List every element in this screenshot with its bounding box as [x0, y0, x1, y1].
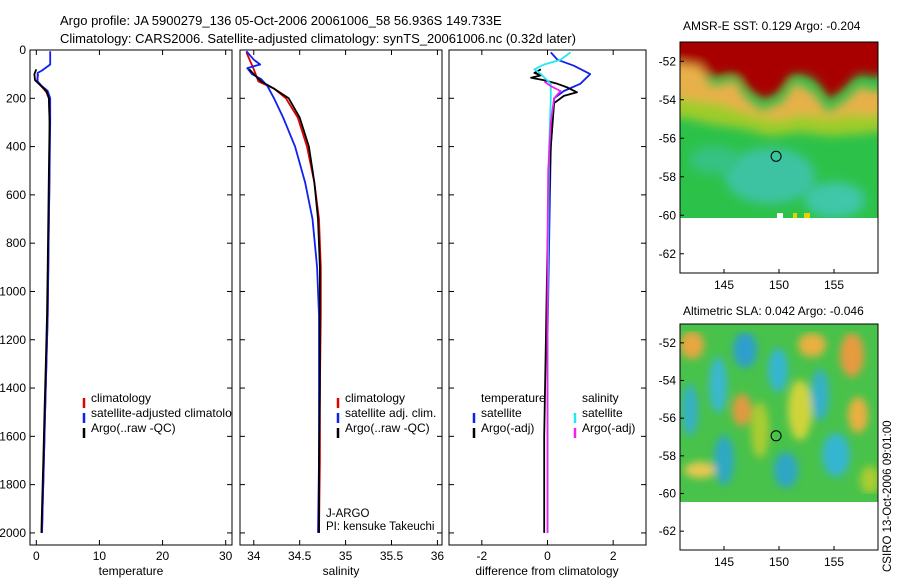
- salinity-xlabel: salinity: [323, 564, 360, 578]
- difference-xlabel: difference from climatology: [475, 564, 618, 578]
- map-y-tick-label: -58: [659, 170, 677, 184]
- y-tick-label: 600: [6, 188, 26, 202]
- sla-field: [680, 324, 878, 502]
- map-y-tick-label: -56: [659, 131, 677, 145]
- difference-panel: -2 0 2 difference from climatology tempera…: [448, 49, 647, 578]
- map-y-tick-label: -54: [659, 374, 677, 388]
- credit-pi: PI: kensuke Takeuchi: [326, 521, 434, 533]
- difference-legend: temperature satellite Argo(-adj) salinit…: [472, 391, 635, 438]
- legend-heading-salinity: salinity: [582, 391, 619, 405]
- y-tick-label: 1600: [0, 429, 26, 443]
- y-tick-label: 1400: [0, 381, 26, 395]
- x-tick-label: 30: [219, 549, 233, 563]
- map-x-tick-label: 145: [714, 278, 734, 292]
- series-line-temperature-argo-adj-: [530, 68, 578, 533]
- sst-map-title: AMSR-E SST: 0.129 Argo: -0.204: [683, 19, 861, 33]
- x-tick-label: 36: [431, 549, 445, 563]
- sla-map-panel: Altimetric SLA: 0.042 Argo: -0.046: [659, 304, 879, 569]
- y-tick-label: 400: [6, 140, 26, 154]
- legend-label-argo: Argo(..raw -QC): [345, 421, 430, 435]
- temperature-xlabel: temperature: [99, 564, 164, 578]
- temperature-panel: 0 10 20 30 0 200 400 600 800 1000 1200 1400 1600 1800…: [0, 43, 244, 578]
- legend-label-climatology: climatology: [345, 391, 405, 405]
- map-y-tick-label: -58: [659, 449, 677, 463]
- legend-label-argo: Argo(..raw -QC): [91, 421, 176, 435]
- sla-map-title: Altimetric SLA: 0.042 Argo: -0.046: [683, 304, 864, 318]
- sst-map-panel: AMSR-E SST: 0.129 Argo: -0.204 145 150 155…: [659, 19, 879, 292]
- x-tick-label: 34.5: [288, 549, 312, 563]
- x-tick-label: 0: [33, 549, 40, 563]
- map-y-tick-label: -62: [659, 524, 677, 538]
- map-y-tick-label: -60: [659, 487, 677, 501]
- x-tick-label: 34: [247, 549, 261, 563]
- figure-title-line2: Climatology: CARS2006. Satellite-adjuste…: [60, 31, 576, 46]
- map-y-tick-label: -54: [659, 93, 677, 107]
- legend-label-temp-satellite: satellite: [481, 406, 522, 420]
- legend-heading-temperature: temperature: [481, 391, 546, 405]
- x-tick-label: 20: [156, 549, 170, 563]
- legend-label-temp-argo: Argo(-adj): [481, 421, 534, 435]
- map-x-tick-label: 150: [769, 278, 789, 292]
- map-x-tick-label: 155: [824, 278, 844, 292]
- temperature-axes-box: [29, 49, 233, 546]
- x-tick-label: 10: [93, 549, 107, 563]
- salinity-panel: 34 34.5 35 35.5 36 salinity climatology sate…: [239, 49, 445, 578]
- map-x-tick-label: 145: [714, 555, 734, 569]
- salinity-legend: climatology satellite adj. clim. Argo(..…: [336, 391, 436, 438]
- figure-title-line1: Argo profile: JA 5900279_136 05-Oct-2006…: [60, 13, 502, 28]
- legend-label-satellite: satellite adj. clim.: [345, 406, 436, 420]
- legend-label-sal-argo: Argo(-adj): [582, 421, 635, 435]
- y-tick-label: 1000: [0, 284, 26, 298]
- y-tick-label: 1800: [0, 478, 26, 492]
- x-tick-label: -2: [476, 549, 487, 563]
- map-y-tick-label: -52: [659, 336, 677, 350]
- y-tick-label: 1200: [0, 333, 26, 347]
- series-line-argo-raw-qc-: [33, 68, 51, 533]
- x-tick-label: 35: [339, 549, 353, 563]
- series-line-salinity-argo-adj-: [543, 80, 562, 533]
- creation-stamp: CSIRO 13-Oct-2006 09:01:00: [882, 421, 894, 573]
- y-tick-label: 800: [6, 236, 26, 250]
- map-y-tick-label: -60: [659, 208, 677, 222]
- sst-field: [680, 42, 878, 218]
- credit-program: J-ARGO: [326, 508, 370, 520]
- y-tick-label: 200: [6, 91, 26, 105]
- legend-label-sal-satellite: satellite: [582, 406, 623, 420]
- map-y-tick-label: -52: [659, 54, 677, 68]
- map-x-tick-label: 155: [824, 555, 844, 569]
- y-tick-label: 2000: [0, 526, 26, 540]
- argo-location-marker: [770, 430, 782, 442]
- x-tick-label: 2: [610, 549, 617, 563]
- map-y-tick-label: -56: [659, 411, 677, 425]
- x-tick-label: 0: [544, 549, 551, 563]
- x-tick-label: 35.5: [380, 549, 404, 563]
- salinity-axes-box: [239, 49, 443, 546]
- argo-location-marker: [770, 150, 782, 162]
- map-x-tick-label: 150: [769, 555, 789, 569]
- y-tick-label: 0: [19, 43, 26, 57]
- legend-label-climatology: climatology: [91, 391, 151, 405]
- map-y-tick-label: -62: [659, 247, 677, 261]
- series-line-argo-raw-qc-: [248, 68, 321, 533]
- legend-label-satellite: satellite-adjusted climatology: [91, 406, 244, 420]
- temperature-legend: climatology satellite-adjusted climatolo…: [82, 391, 244, 438]
